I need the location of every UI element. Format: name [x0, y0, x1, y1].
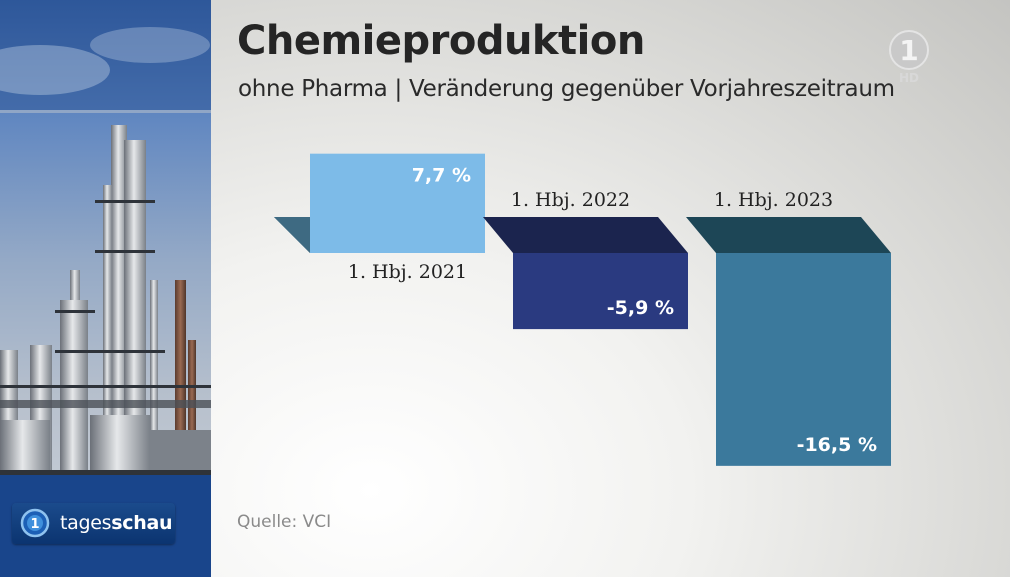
category-label: 1. Hbj. 2022 [511, 189, 630, 211]
page-title: Chemieproduktion [237, 18, 645, 64]
bar-floor-slab [686, 217, 891, 253]
bar-floor-slab [483, 217, 688, 253]
category-label: 1. Hbj. 2023 [714, 189, 833, 211]
svg-text:HD: HD [899, 71, 919, 84]
ard-one-icon: 1 HD [889, 30, 929, 85]
category-label: 1. Hbj. 2021 [348, 261, 467, 283]
bar-value-label: -16,5 % [797, 434, 877, 456]
broadcaster-logo: 1 HD [885, 30, 933, 88]
bar-value-label: -5,9 % [607, 297, 674, 319]
bar [310, 153, 485, 253]
tagesschau-wordmark: tagesschau [60, 512, 173, 534]
bar [513, 253, 688, 330]
brand-prefix: tages [60, 512, 112, 534]
tagesschau-logo-icon: 1 [20, 508, 50, 538]
svg-text:1: 1 [899, 34, 918, 67]
svg-text:1: 1 [30, 517, 39, 532]
page-subtitle: ohne Pharma | Veränderung gegenüber Vorj… [238, 76, 895, 102]
bar [716, 253, 891, 466]
tagesschau-badge: 1 tagesschau [12, 503, 175, 544]
bar-value-label: 7,7 % [412, 165, 471, 187]
bar-floor-slab-side [274, 217, 310, 253]
brand-suffix: schau [111, 512, 173, 534]
source-note: Quelle: VCI [237, 512, 332, 532]
